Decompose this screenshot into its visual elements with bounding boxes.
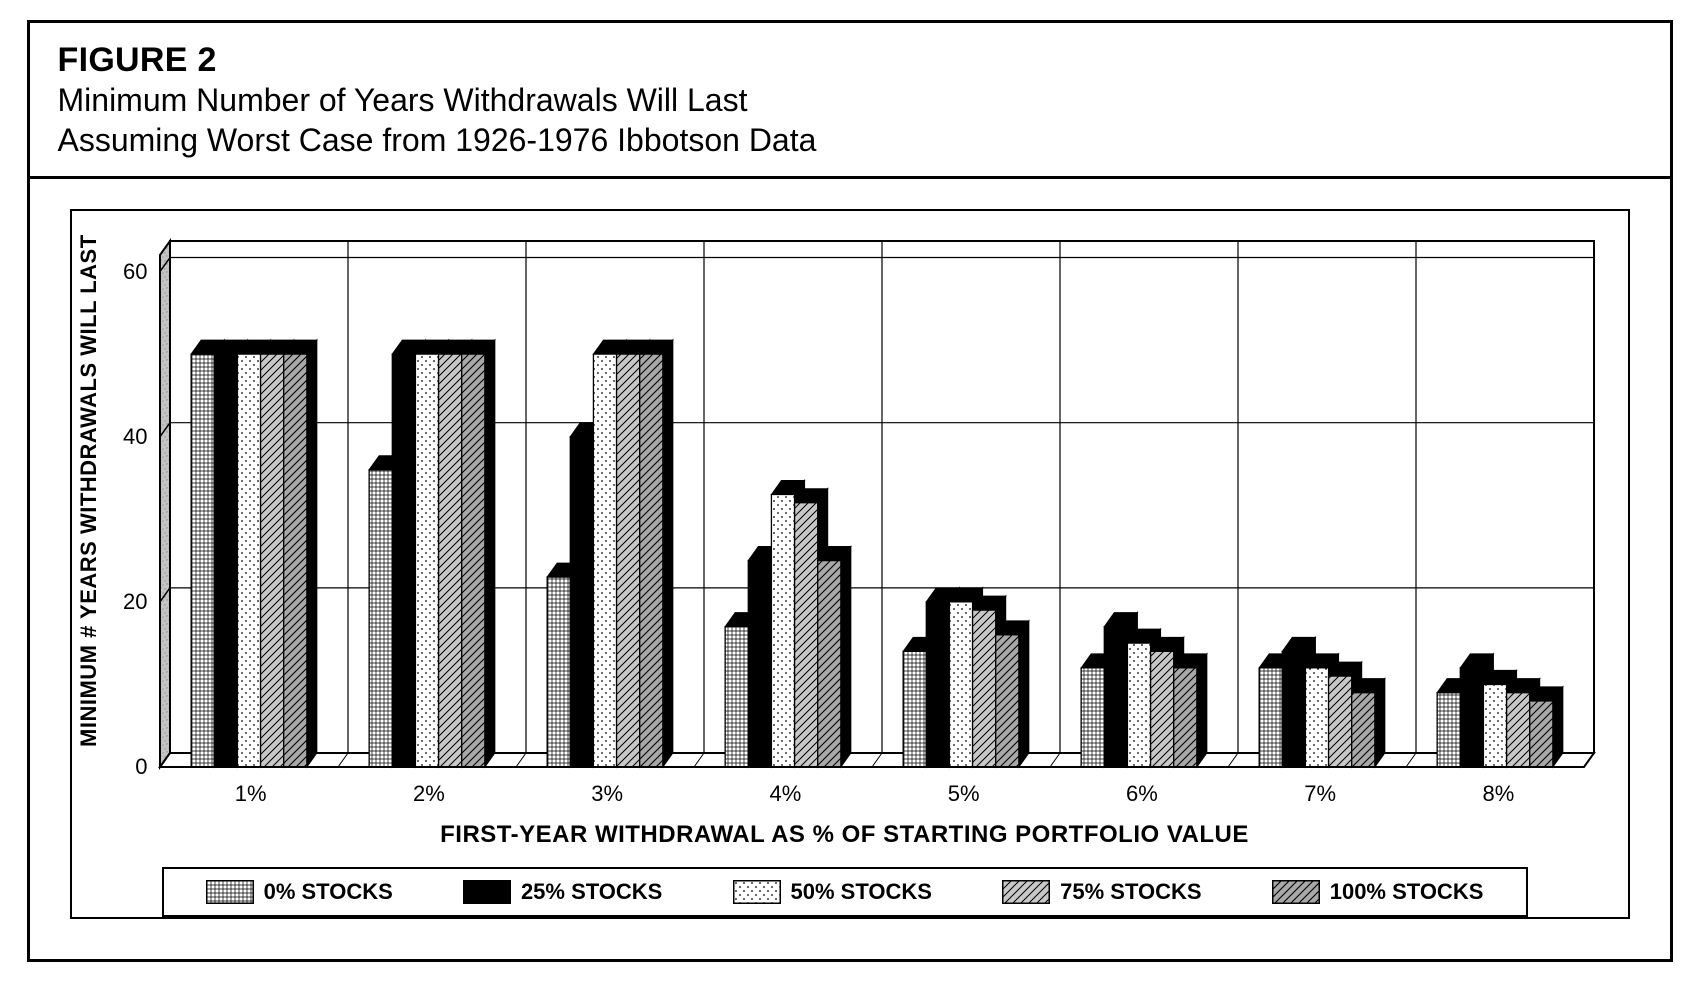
y-axis-ticks: 0204060 <box>106 211 156 771</box>
y-axis-label: MINIMUM # YEARS WITHDRAWALS WILL LAST <box>72 211 106 771</box>
legend-item: 100% STOCKS <box>1272 879 1484 905</box>
legend-item: 0% STOCKS <box>206 879 393 905</box>
plot-surface <box>156 251 1588 771</box>
chart-plot-row: MINIMUM # YEARS WITHDRAWALS WILL LAST 02… <box>72 211 1618 771</box>
figure-container: FIGURE 2 Minimum Number of Years Withdra… <box>27 20 1673 962</box>
legend-swatch <box>1002 880 1050 904</box>
x-tick-label: 4% <box>696 771 874 807</box>
y-tick-label: 40 <box>123 424 147 450</box>
y-tick-label: 0 <box>135 754 147 780</box>
y-tick-label: 20 <box>123 589 147 615</box>
bar-chart-svg <box>156 251 1588 771</box>
legend-item: 75% STOCKS <box>1002 879 1201 905</box>
x-tick-label: 2% <box>340 771 518 807</box>
y-tick-label: 60 <box>123 259 147 285</box>
figure-subtitle-line2: Assuming Worst Case from 1926-1976 Ibbot… <box>58 120 1642 160</box>
x-axis-label: FIRST-YEAR WITHDRAWAL AS % OF STARTING P… <box>72 821 1618 849</box>
legend-label: 75% STOCKS <box>1060 879 1201 905</box>
legend-swatch <box>206 880 254 904</box>
x-axis-tick-labels: 1%2%3%4%5%6%7%8% <box>162 771 1588 807</box>
legend-label: 100% STOCKS <box>1330 879 1484 905</box>
figure-header: FIGURE 2 Minimum Number of Years Withdra… <box>30 23 1670 179</box>
x-tick-label: 3% <box>518 771 696 807</box>
legend-swatch <box>463 880 511 904</box>
chart-area: MINIMUM # YEARS WITHDRAWALS WILL LAST 0 2… <box>30 179 1670 959</box>
legend-swatch <box>733 880 781 904</box>
chart-inner-frame: MINIMUM # YEARS WITHDRAWALS WILL LAST 0 2… <box>70 209 1630 919</box>
legend-item: 25% STOCKS <box>463 879 662 905</box>
x-tick-label: 8% <box>1409 771 1587 807</box>
x-tick-label: 7% <box>1231 771 1409 807</box>
legend-swatch <box>1272 880 1320 904</box>
legend-label: 50% STOCKS <box>791 879 932 905</box>
legend-label: 25% STOCKS <box>521 879 662 905</box>
x-tick-label: 5% <box>875 771 1053 807</box>
legend-label: 0% STOCKS <box>264 879 393 905</box>
figure-subtitle-line1: Minimum Number of Years Withdrawals Will… <box>58 80 1642 120</box>
x-tick-label: 6% <box>1053 771 1231 807</box>
legend: 0% STOCKS 25% STOCKS 50% STOCKS 75% STOCKS 1… <box>162 867 1528 917</box>
x-tick-label: 1% <box>162 771 340 807</box>
figure-number: FIGURE 2 <box>58 41 1642 80</box>
legend-item: 50% STOCKS <box>733 879 932 905</box>
